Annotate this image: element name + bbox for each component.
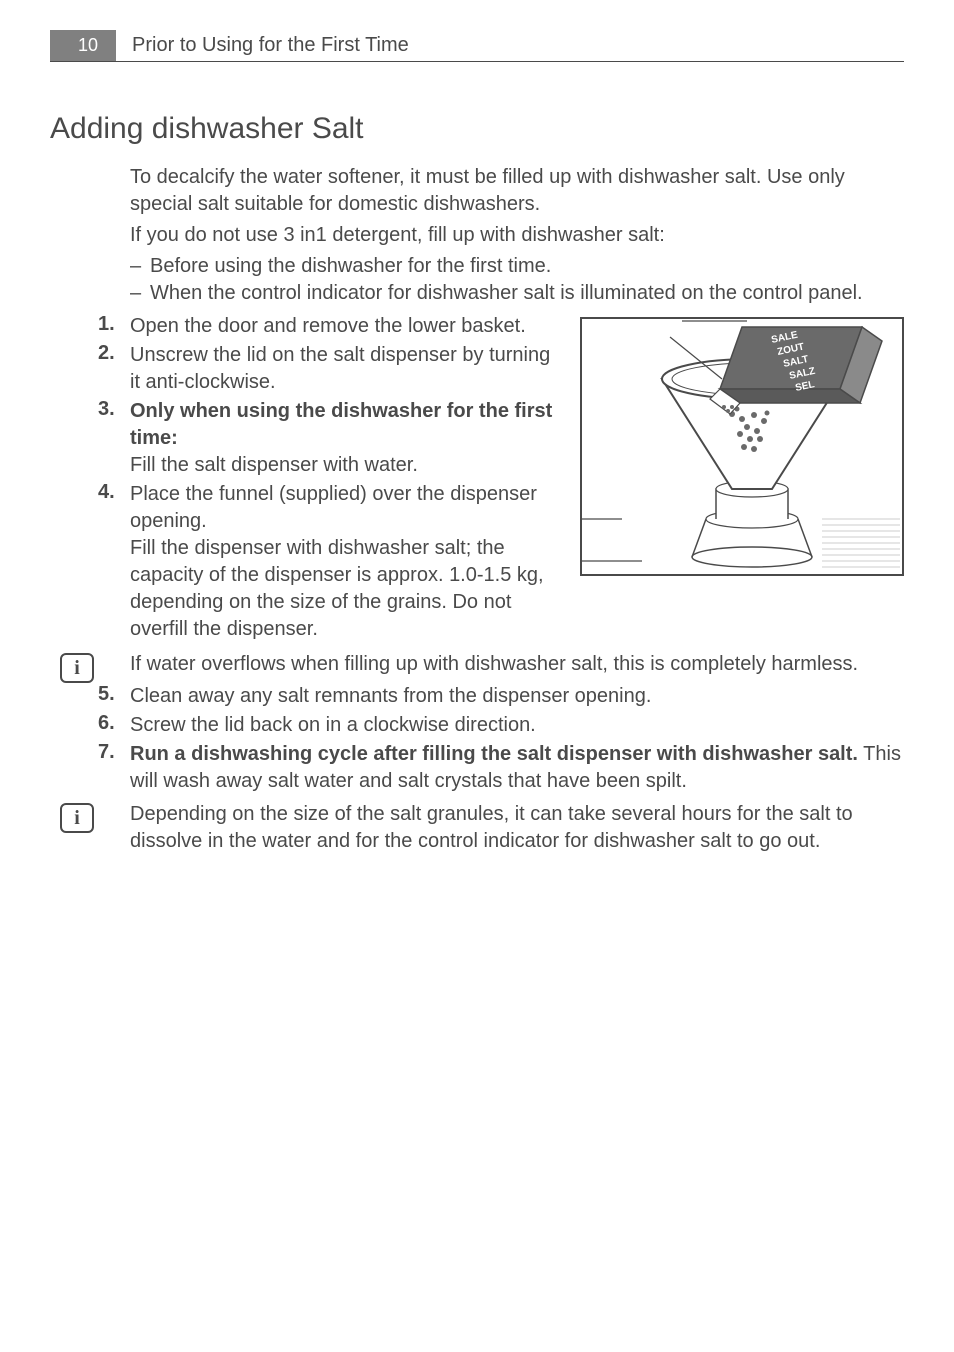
- info-icon-col: i: [50, 651, 130, 683]
- page: 10 Prior to Using for the First Time Add…: [0, 0, 954, 895]
- dash-text: Before using the dishwasher for the firs…: [150, 253, 551, 280]
- step-number: 4.: [50, 481, 130, 504]
- info-icon: i: [60, 653, 94, 683]
- step-text: Screw the lid back on in a clockwise dir…: [130, 712, 904, 739]
- info-note-row: i Depending on the size of the salt gran…: [50, 801, 904, 855]
- step-bold: Only when using the dishwasher for the f…: [130, 400, 552, 449]
- info-note-row: i If water overflows when filling up wit…: [50, 651, 904, 683]
- step-row: 6. Screw the lid back on in a clockwise …: [50, 712, 904, 739]
- page-number: 10: [50, 30, 116, 61]
- steps-left-column: 1. Open the door and remove the lower ba…: [50, 313, 564, 645]
- dash-item: –When the control indicator for dishwash…: [130, 280, 904, 307]
- step-row: 2. Unscrew the lid on the salt dispenser…: [50, 342, 564, 396]
- step-row: 5. Clean away any salt remnants from the…: [50, 683, 904, 710]
- step-number: 6.: [50, 712, 130, 735]
- info-text: Depending on the size of the salt granul…: [130, 801, 904, 855]
- info-text: If water overflows when filling up with …: [130, 651, 904, 678]
- step-line2: Fill the dispenser with dishwasher salt;…: [130, 537, 544, 640]
- step-number: 5.: [50, 683, 130, 706]
- dash-icon: –: [130, 280, 150, 307]
- step-bold: Run a dishwashing cycle after filling th…: [130, 743, 858, 765]
- step-text: Open the door and remove the lower baske…: [130, 313, 564, 340]
- section-title: Adding dishwasher Salt: [50, 112, 904, 146]
- step-text: Run a dishwashing cycle after filling th…: [130, 741, 904, 795]
- dash-text: When the control indicator for dishwashe…: [150, 280, 863, 307]
- header-section-title: Prior to Using for the First Time: [116, 30, 409, 61]
- intro-block: To decalcify the water softener, it must…: [130, 164, 904, 307]
- step-text: Clean away any salt remnants from the di…: [130, 683, 904, 710]
- steps-with-figure: 1. Open the door and remove the lower ba…: [50, 313, 904, 645]
- step-text: Unscrew the lid on the salt dispenser by…: [130, 342, 564, 396]
- info-icon-col: i: [50, 801, 130, 833]
- intro-dash-list: –Before using the dishwasher for the fir…: [130, 253, 904, 307]
- dash-icon: –: [130, 253, 150, 280]
- salt-funnel-figure: SALE ZOUT SALT SALZ SEL: [580, 317, 904, 576]
- step-row: 7. Run a dishwashing cycle after filling…: [50, 741, 904, 795]
- step-line1: Place the funnel (supplied) over the dis…: [130, 483, 537, 532]
- step-row: 1. Open the door and remove the lower ba…: [50, 313, 564, 340]
- intro-paragraph-2: If you do not use 3 in1 detergent, fill …: [130, 222, 904, 249]
- funnel-illustration-icon: SALE ZOUT SALT SALZ SEL: [582, 319, 902, 574]
- step-number: 2.: [50, 342, 130, 365]
- step-number: 3.: [50, 398, 130, 421]
- step-number: 1.: [50, 313, 130, 336]
- step-text: Only when using the dishwasher for the f…: [130, 398, 564, 479]
- step-subtext: Fill the salt dispenser with water.: [130, 454, 418, 476]
- step-row: 4. Place the funnel (supplied) over the …: [50, 481, 564, 643]
- header-bar: 10 Prior to Using for the First Time: [50, 30, 904, 62]
- step-number: 7.: [50, 741, 130, 764]
- step-text: Place the funnel (supplied) over the dis…: [130, 481, 564, 643]
- step-row: 3. Only when using the dishwasher for th…: [50, 398, 564, 479]
- info-icon: i: [60, 803, 94, 833]
- dash-item: –Before using the dishwasher for the fir…: [130, 253, 904, 280]
- intro-paragraph-1: To decalcify the water softener, it must…: [130, 164, 904, 218]
